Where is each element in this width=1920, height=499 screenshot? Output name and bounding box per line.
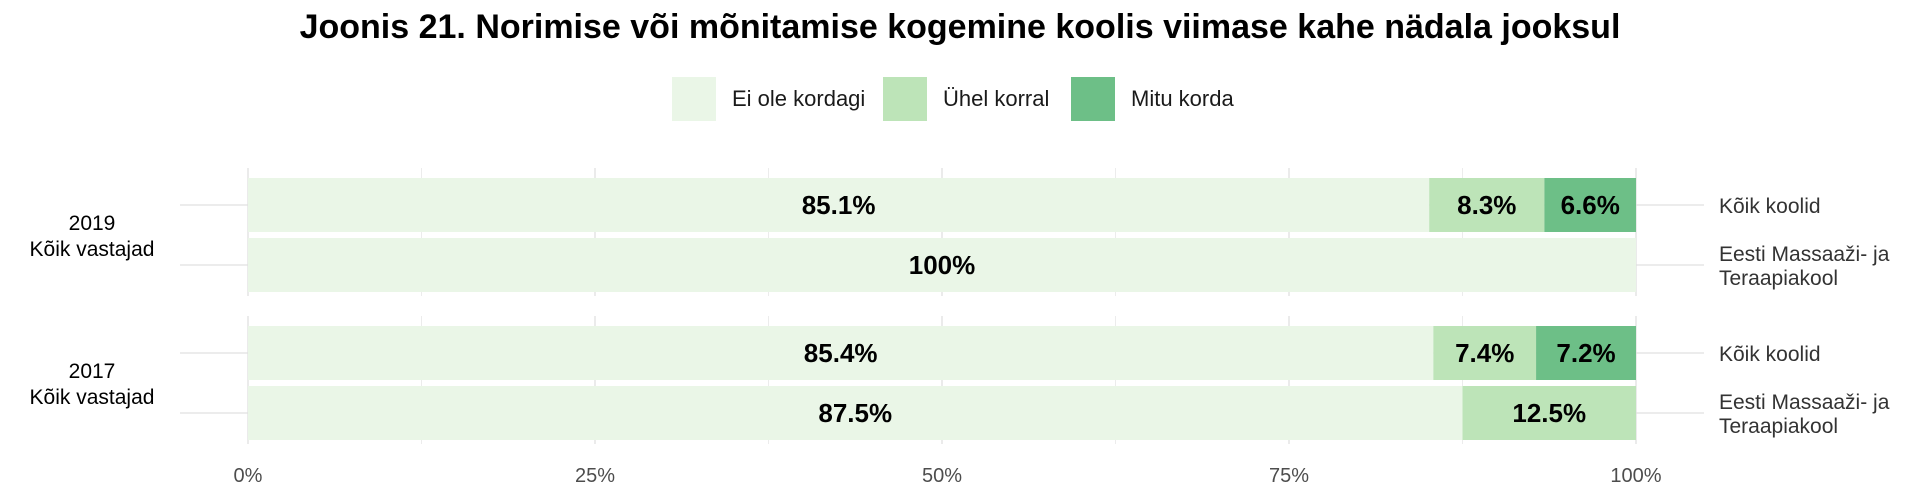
category-label: Eesti Massaaži- ja	[1719, 391, 1890, 414]
category-label: Eesti Massaaži- ja	[1719, 243, 1890, 266]
bar-segment	[1429, 178, 1545, 232]
category-label: Kõik koolid	[1719, 343, 1821, 366]
x-tick-label: 0%	[234, 465, 263, 487]
bar-segment	[1544, 178, 1636, 232]
legend-swatch	[672, 77, 716, 121]
data-label: 6.6%	[1561, 190, 1620, 220]
legend: Ei ole kordagi Ühel korral Mitu korda	[0, 77, 1920, 121]
legend-swatch	[1071, 77, 1115, 121]
x-tick-label: 25%	[575, 465, 615, 487]
x-tick-label: 50%	[922, 465, 962, 487]
bar-segment	[1462, 386, 1636, 440]
data-label: 100%	[909, 250, 976, 280]
data-label: 87.5%	[818, 398, 892, 428]
bar-segment	[248, 386, 1463, 440]
data-label: 85.4%	[804, 338, 878, 368]
x-tick-label: 100%	[1610, 465, 1661, 487]
legend-label: Mitu korda	[1131, 86, 1234, 111]
x-tick-label: 75%	[1269, 465, 1309, 487]
facet-label-year: 2017	[69, 360, 116, 383]
facet-label-year: 2019	[69, 212, 116, 235]
data-label: 12.5%	[1512, 398, 1586, 428]
bar-segment	[1536, 326, 1636, 380]
chart-title: Joonis 21. Norimise või mõnitamise kogem…	[299, 8, 1621, 46]
bar-segment	[248, 326, 1434, 380]
legend-swatch	[883, 77, 927, 121]
facet-label-group: Kõik vastajad	[30, 386, 155, 409]
legend-label: Ei ole kordagi	[732, 86, 866, 111]
bar-segment	[248, 178, 1430, 232]
data-label: 85.1%	[802, 190, 876, 220]
data-label: 7.4%	[1455, 338, 1514, 368]
category-label: Kõik koolid	[1719, 195, 1821, 218]
data-label: 8.3%	[1457, 190, 1516, 220]
data-label: 7.2%	[1556, 338, 1615, 368]
bar-segment	[248, 238, 1636, 292]
category-label: Teraapiakool	[1719, 415, 1838, 438]
facet-label-group: Kõik vastajad	[30, 238, 155, 261]
category-label: Teraapiakool	[1719, 267, 1838, 290]
legend-label: Ühel korral	[943, 86, 1050, 111]
bar-segment	[1433, 326, 1537, 380]
